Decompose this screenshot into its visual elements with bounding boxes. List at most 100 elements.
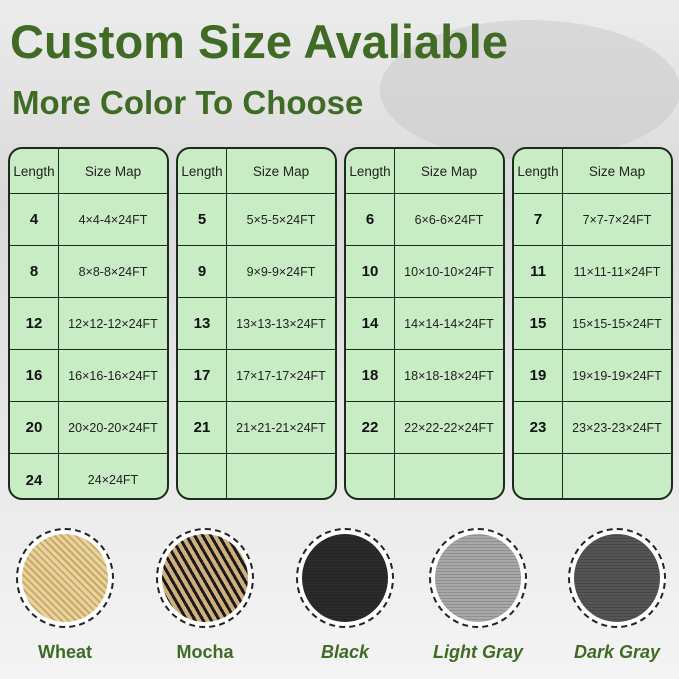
size-table: Length Size Map 6 6×6-6×24FT 10 10×10-10×24FT…: [344, 147, 505, 500]
table-row: 17 17×17-17×24FT: [178, 350, 335, 402]
size-cell: 12×12-12×24FT: [68, 316, 158, 331]
color-label: Wheat: [38, 642, 92, 662]
length-cell: 13: [178, 298, 227, 349]
table-row: 15 15×15-15×24FT: [514, 298, 671, 350]
table-row: 12 12×12-12×24FT: [10, 298, 167, 350]
table-row: 24 24×24FT: [10, 454, 167, 498]
size-cell: [395, 454, 503, 498]
size-cell: 10×10-10×24FT: [404, 264, 494, 279]
size-cell: 5×5-5×24FT: [246, 212, 316, 227]
length-cell: 17: [178, 350, 227, 401]
length-cell: 10: [346, 246, 395, 297]
color-swatch-mocha: [156, 528, 254, 628]
size-cell: [227, 454, 335, 498]
length-cell: 5: [178, 194, 227, 245]
table-row: 22 22×22-22×24FT: [346, 402, 503, 454]
table-row: 23 23×23-23×24FT: [514, 402, 671, 454]
table-row: 13 13×13-13×24FT: [178, 298, 335, 350]
length-cell: 14: [346, 298, 395, 349]
size-cell: 22×22-22×24FT: [404, 420, 494, 435]
table-row: 4 4×4-4×24FT: [10, 194, 167, 246]
color-swatch-wheat: [16, 528, 114, 628]
table-row: 10 10×10-10×24FT: [346, 246, 503, 298]
table-row: 11 11×11-11×24FT: [514, 246, 671, 298]
length-cell: [178, 454, 227, 498]
size-cell: 19×19-19×24FT: [572, 368, 662, 383]
size-cell: 11×11-11×24FT: [573, 264, 661, 279]
table-row: 18 18×18-18×24FT: [346, 350, 503, 402]
background-machine: [380, 20, 679, 160]
table-row: 16 16×16-16×24FT: [10, 350, 167, 402]
header-length: Length: [346, 149, 395, 193]
color-swatch-dark-gray: [568, 528, 666, 628]
table-row: [178, 454, 335, 498]
table-row: 14 14×14-14×24FT: [346, 298, 503, 350]
size-cell: 21×21-21×24FT: [236, 420, 326, 435]
table-row: 9 9×9-9×24FT: [178, 246, 335, 298]
table-row: 6 6×6-6×24FT: [346, 194, 503, 246]
length-cell: 12: [10, 298, 59, 349]
color-label: Black: [320, 642, 370, 662]
header-size-map: Size Map: [84, 163, 142, 179]
size-cell: 4×4-4×24FT: [78, 212, 148, 227]
page-title: Custom Size Avaliable: [10, 15, 508, 68]
table-row: 21 21×21-21×24FT: [178, 402, 335, 454]
length-cell: 23: [514, 402, 563, 453]
size-cell: 20×20-20×24FT: [68, 420, 158, 435]
length-cell: [514, 454, 563, 498]
size-cell: 24×24FT: [87, 473, 139, 487]
length-cell: 18: [346, 350, 395, 401]
header-size-map: Size Map: [588, 163, 646, 179]
size-cell: 14×14-14×24FT: [404, 316, 494, 331]
size-cell: 7×7-7×24FT: [582, 212, 652, 227]
length-cell: 11: [514, 246, 563, 297]
header-length: Length: [514, 149, 563, 193]
page-subtitle: More Color To Choose: [12, 84, 364, 121]
color-swatch-black: [296, 528, 394, 628]
size-cell: 16×16-16×24FT: [68, 368, 158, 383]
size-cell: 15×15-15×24FT: [572, 316, 662, 331]
table-header-row: Length Size Map: [178, 149, 335, 194]
table-row: 20 20×20-20×24FT: [10, 402, 167, 454]
length-cell: [346, 454, 395, 498]
header-length: Length: [10, 149, 59, 193]
table-row: [514, 454, 671, 498]
size-cell: [563, 454, 671, 498]
size-cell: 18×18-18×24FT: [404, 368, 494, 383]
size-cell: 8×8-8×24FT: [78, 264, 148, 279]
color-label: Mocha: [176, 642, 234, 662]
length-cell: 19: [514, 350, 563, 401]
size-cell: 6×6-6×24FT: [414, 212, 484, 227]
table-header-row: Length Size Map: [10, 149, 167, 194]
table-header-row: Length Size Map: [514, 149, 671, 194]
length-cell: 16: [10, 350, 59, 401]
size-cell: 23×23-23×24FT: [572, 420, 662, 435]
table-row: [346, 454, 503, 498]
size-table: Length Size Map 7 7×7-7×24FT 11 11×11-11×24FT…: [512, 147, 673, 500]
size-cell: 9×9-9×24FT: [246, 264, 316, 279]
length-cell: 9: [178, 246, 227, 297]
table-header-row: Length Size Map: [346, 149, 503, 194]
size-cell: 17×17-17×24FT: [236, 368, 326, 383]
table-row: 8 8×8-8×24FT: [10, 246, 167, 298]
length-cell: 22: [346, 402, 395, 453]
table-row: 5 5×5-5×24FT: [178, 194, 335, 246]
length-cell: 21: [178, 402, 227, 453]
length-cell: 15: [514, 298, 563, 349]
table-row: 19 19×19-19×24FT: [514, 350, 671, 402]
size-table: Length Size Map 4 4×4-4×24FT 8 8×8-8×24FT 12 12…: [8, 147, 169, 500]
header-size-map: Size Map: [252, 163, 310, 179]
size-table: Length Size Map 5 5×5-5×24FT 9 9×9-9×24FT 13 13…: [176, 147, 337, 500]
length-cell: 8: [10, 246, 59, 297]
color-label: Light Gray: [432, 642, 523, 662]
size-cell: 13×13-13×24FT: [236, 316, 326, 331]
table-row: 7 7×7-7×24FT: [514, 194, 671, 246]
color-swatch-light-gray: [429, 528, 527, 628]
length-cell: 6: [346, 194, 395, 245]
length-cell: 20: [10, 402, 59, 453]
length-cell: 24: [10, 454, 59, 498]
length-cell: 4: [10, 194, 59, 245]
header-size-map: Size Map: [420, 163, 478, 179]
length-cell: 7: [514, 194, 563, 245]
header-length: Length: [178, 149, 227, 193]
